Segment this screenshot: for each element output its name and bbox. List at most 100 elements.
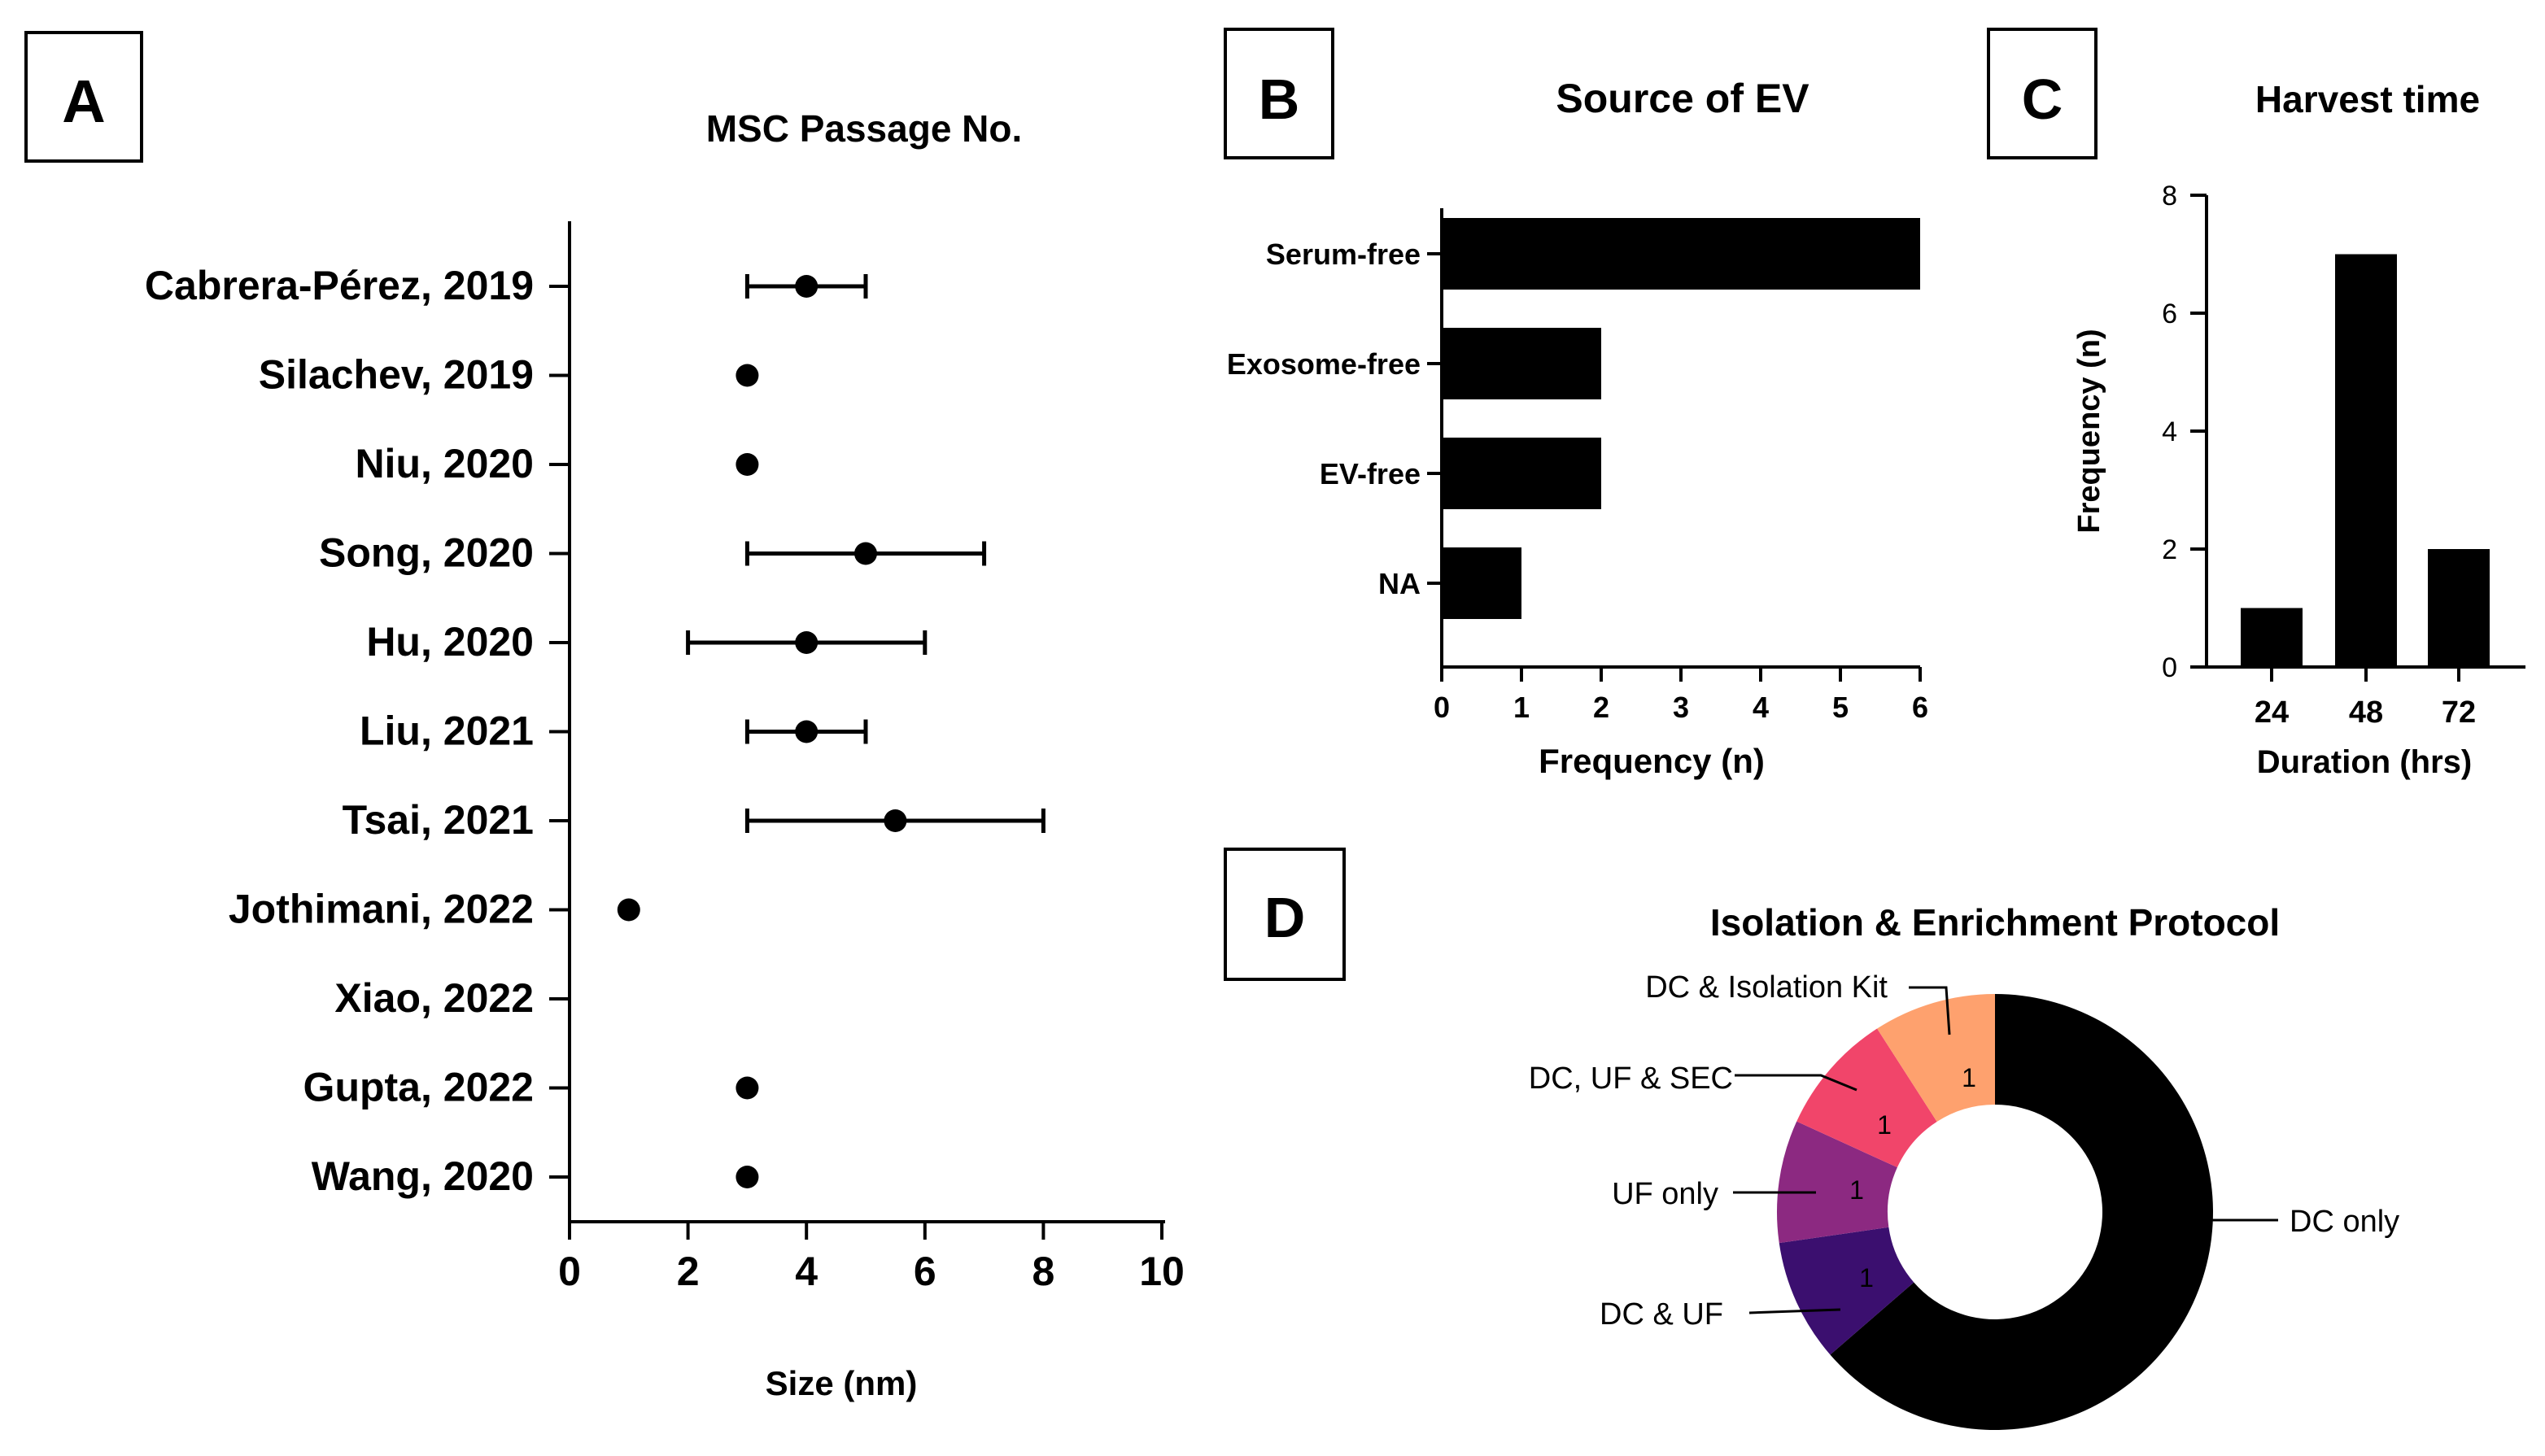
donut-slice xyxy=(1779,1227,1914,1355)
bar xyxy=(1442,218,1920,290)
panel-c-y-label: Frequency (n) xyxy=(2072,329,2106,533)
panel-d-label: D xyxy=(1264,886,1306,949)
donut-slice xyxy=(1776,1121,1897,1244)
x-tick-label: 4 xyxy=(1753,691,1769,724)
data-point xyxy=(795,631,819,654)
bar xyxy=(2241,608,2303,667)
panel-b: B Source of EV Serum-free Exosome-free EV-… xyxy=(1224,28,1928,780)
slice-value-label: 1 xyxy=(1962,1063,1976,1092)
slice-category-label: DC only xyxy=(2290,1205,2399,1239)
data-point xyxy=(736,1166,759,1188)
y-tick-label: 0 xyxy=(2162,652,2177,683)
panel-c-label: C xyxy=(2022,68,2063,131)
callout-line xyxy=(1735,1074,1857,1092)
panel-c-x-label: Duration (hrs) xyxy=(2257,744,2472,780)
panel-b-label: B xyxy=(1259,68,1300,131)
slice-category-label: DC & Isolation Kit xyxy=(1645,970,1888,1005)
panel-a-study-labels: Cabrera-Pérez, 2019 Silachev, 2019 Niu, 20… xyxy=(145,263,534,1199)
slice-category-label: DC, UF & SEC xyxy=(1529,1061,1733,1096)
bar xyxy=(2428,549,2490,667)
panel-a-title: MSC Passage No. xyxy=(706,107,1023,150)
slice-category-label: UF only xyxy=(1612,1177,1718,1211)
y-tick-label: 8 xyxy=(2162,181,2177,211)
category-label: 48 xyxy=(2349,695,2383,730)
data-point xyxy=(736,453,759,476)
panel-a-x-tick-labels: 0 2 4 6 8 10 xyxy=(558,1249,1185,1294)
study-label: Cabrera-Pérez, 2019 xyxy=(145,263,534,308)
category-label: EV-free xyxy=(1320,457,1421,490)
data-point xyxy=(736,364,759,387)
category-label: NA xyxy=(1378,567,1421,600)
panel-b-x-label: Frequency (n) xyxy=(1539,742,1765,780)
bar xyxy=(1442,547,1521,619)
y-tick-label: 2 xyxy=(2162,534,2177,565)
data-point xyxy=(795,720,819,743)
panel-d-label-box xyxy=(1224,848,1346,981)
donut-slice xyxy=(1830,994,2213,1431)
study-label: Niu, 2020 xyxy=(355,441,534,486)
slice-value-label: 7 xyxy=(2141,1206,2155,1236)
study-label: Liu, 2021 xyxy=(360,708,534,754)
panel-c-bars xyxy=(2241,254,2490,682)
bar xyxy=(1442,438,1601,509)
panel-a-x-tick-group xyxy=(568,1222,1163,1240)
panel-b-title: Source of EV xyxy=(1556,76,1809,121)
x-tick-label: 10 xyxy=(1139,1249,1185,1294)
panel-c-y-tick-group: 0 2 4 6 8 xyxy=(2162,181,2207,683)
callout-line xyxy=(1748,1308,1841,1314)
study-label: Xiao, 2022 xyxy=(334,975,534,1021)
panel-c-category-labels: 24 48 72 xyxy=(2255,695,2476,730)
panel-c-title: Harvest time xyxy=(2255,78,2480,120)
donut-slice xyxy=(1877,994,1995,1122)
bar xyxy=(2335,254,2397,667)
panel-b-category-labels: Serum-free Exosome-free EV-free NA xyxy=(1227,238,1421,600)
category-label: 72 xyxy=(2442,695,2476,730)
data-point xyxy=(736,1076,759,1100)
panel-d-slices xyxy=(1776,994,2213,1431)
y-tick-label: 4 xyxy=(2162,416,2177,447)
data-point xyxy=(795,275,819,298)
data-point xyxy=(617,898,640,922)
x-tick-label: 6 xyxy=(914,1249,936,1294)
x-tick-label: 0 xyxy=(1434,691,1450,724)
donut-slice xyxy=(1796,1028,1937,1168)
panel-d-title: Isolation & Enrichment Protocol xyxy=(1710,901,2280,944)
panel-a-label: A xyxy=(62,68,105,135)
panel-d-callouts: DC only DC & UF UF only DC, UF & SEC DC & Is… xyxy=(1529,970,2399,1332)
panel-b-x-tick-group: 0 1 2 3 4 5 6 xyxy=(1434,667,1928,724)
bar xyxy=(1442,328,1601,399)
panel-d-slice-values: 7 1 1 1 1 xyxy=(1849,1063,2155,1293)
category-label: Exosome-free xyxy=(1227,347,1421,381)
study-label: Wang, 2020 xyxy=(312,1153,534,1199)
slice-value-label: 1 xyxy=(1859,1263,1874,1293)
data-point xyxy=(854,542,877,565)
study-label: Tsai, 2021 xyxy=(343,797,534,843)
study-label: Song, 2020 xyxy=(319,530,534,576)
x-tick-label: 4 xyxy=(795,1249,818,1294)
category-label: Serum-free xyxy=(1266,238,1421,271)
study-label: Hu, 2020 xyxy=(366,619,534,665)
study-label: Gupta, 2022 xyxy=(303,1065,534,1110)
x-tick-label: 0 xyxy=(558,1249,581,1294)
x-tick-label: 8 xyxy=(1032,1249,1054,1294)
slice-value-label: 1 xyxy=(1849,1175,1864,1205)
callout-line xyxy=(1909,986,1951,1035)
panel-b-bars xyxy=(1427,218,1920,619)
study-label: Silachev, 2019 xyxy=(259,352,534,398)
panel-c-label-box xyxy=(1987,28,2098,159)
x-tick-label: 2 xyxy=(677,1249,700,1294)
panel-b-label-box xyxy=(1224,28,1334,159)
panel-d: D Isolation & Enrichment Protocol 71111 … xyxy=(1224,848,2399,1431)
data-point xyxy=(884,809,907,832)
x-tick-label: 1 xyxy=(1513,691,1530,724)
x-tick-label: 6 xyxy=(1912,691,1928,724)
slice-value-label: 1 xyxy=(1877,1110,1892,1140)
slice-category-label: DC & UF xyxy=(1600,1297,1723,1332)
panel-a-x-label: Size (nm) xyxy=(766,1364,918,1402)
y-tick-label: 6 xyxy=(2162,299,2177,329)
x-tick-label: 3 xyxy=(1673,691,1689,724)
panel-a-data-marks xyxy=(617,274,1046,1188)
category-label: 24 xyxy=(2255,695,2289,730)
